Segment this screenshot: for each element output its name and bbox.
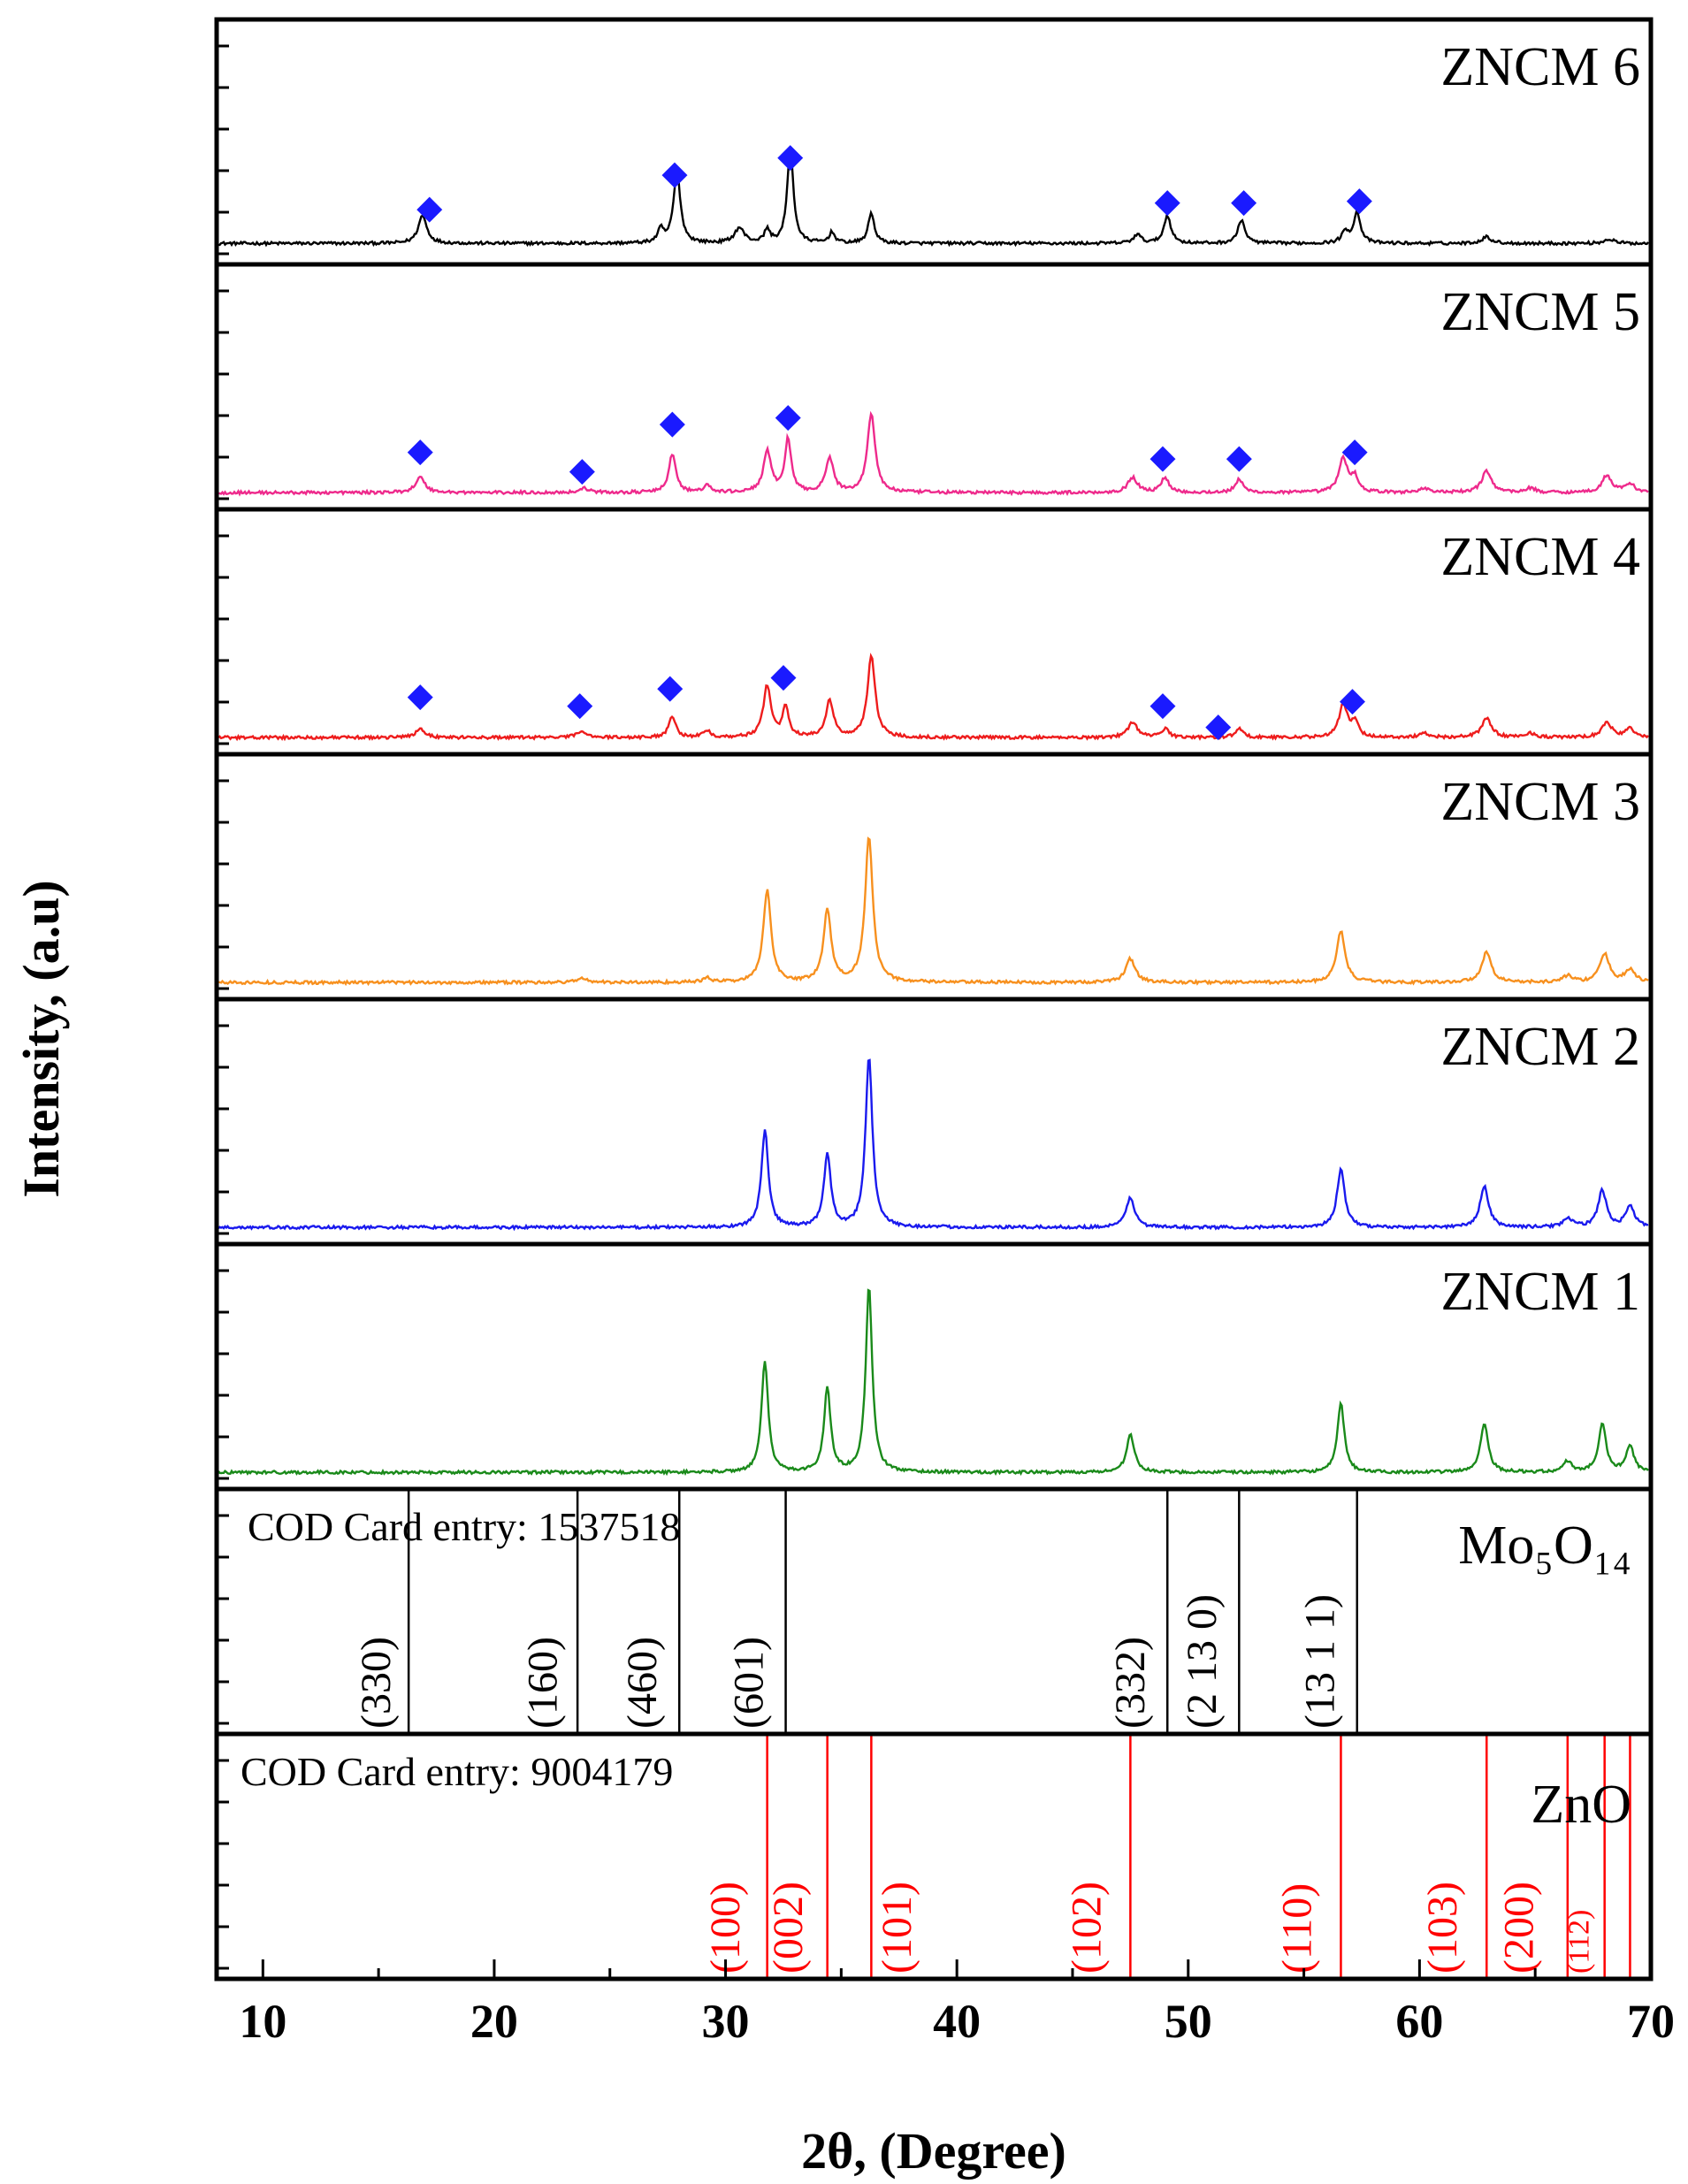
peak-marker: ◆: [416, 189, 443, 226]
hkl-label: (102): [1063, 1882, 1110, 1974]
series-label: ZNCM 2: [1440, 1017, 1640, 1077]
panel-zncm-1: ZNCM 1: [217, 1262, 1649, 1480]
panel-zncm-3: ZNCM 3: [217, 772, 1649, 990]
x-axis: 10 20 30 40 50 60 70: [239, 1959, 1675, 2048]
phase-label: ZnO: [1531, 1775, 1631, 1835]
reference-panel-zno: COD Card entry: 9004179 ZnO (100) (002) (101…: [217, 1734, 1631, 1979]
y-axis-label: Intensity, (a.u): [12, 880, 70, 1197]
peak-marker: ◆: [1155, 183, 1181, 220]
peak-marker: ◆: [567, 685, 593, 722]
panels: ◆ ◆ ◆ ◆ ◆ ◆ ZNCM 6 ◆ ◆ ◆ ◆ ◆ ◆ ◆ ZNCM 5 ◆ ◆ ◆ ◆ ◆ ◆ ◆ ZNCM 4 ZN…: [217, 37, 1649, 1979]
x-tick-label: 60: [1395, 1995, 1443, 2048]
series-line: [218, 836, 1649, 987]
peak-marker: ◆: [775, 398, 802, 435]
series-line: [218, 1058, 1649, 1232]
x-axis-label: 2θ, (Degree): [801, 2122, 1066, 2180]
peak-marker: ◆: [1205, 707, 1232, 745]
peak-marker: ◆: [777, 138, 804, 175]
peak-marker: ◆: [661, 155, 688, 192]
x-tick-label: 20: [470, 1995, 518, 2048]
peak-marker: ◆: [1340, 681, 1366, 718]
peak-marker: ◆: [408, 432, 434, 470]
peak-marker: ◆: [1226, 439, 1253, 476]
peak-marker: ◆: [770, 658, 797, 695]
hkl-label: (2 13 0): [1179, 1594, 1226, 1729]
phase-label: Mo₅O₁₄: [1458, 1516, 1631, 1576]
peak-marker: ◆: [657, 668, 684, 706]
hkl-label: (330): [353, 1637, 400, 1729]
x-tick-label: 40: [933, 1995, 981, 2048]
hkl-label: (103): [1419, 1882, 1466, 1974]
card-entry-label: COD Card entry: 9004179: [241, 1749, 673, 1794]
peak-marker: ◆: [1231, 183, 1257, 220]
panel-zncm-6: ◆ ◆ ◆ ◆ ◆ ◆ ZNCM 6: [217, 37, 1649, 256]
hkl-label: (332): [1107, 1637, 1154, 1729]
hkl-label: (002): [765, 1882, 812, 1974]
peak-marker: ◆: [1347, 180, 1373, 218]
series-line: [218, 410, 1649, 497]
series-label: ZNCM 6: [1440, 37, 1640, 97]
x-tick-label: 70: [1627, 1995, 1675, 2048]
panel-zncm-2: ZNCM 2: [217, 1017, 1649, 1235]
peak-marker: ◆: [1150, 685, 1176, 722]
peak-marker: ◆: [1150, 439, 1176, 476]
series-line: [218, 149, 1649, 248]
series-label: ZNCM 1: [1440, 1262, 1640, 1322]
reference-panel-mo5o14: COD Card entry: 1537518 Mo₅O₁₄ (330) (160) (…: [217, 1489, 1631, 1734]
hkl-label: (160): [520, 1637, 567, 1729]
series-label: ZNCM 4: [1440, 527, 1640, 587]
hkl-label: (101): [874, 1882, 920, 1974]
peak-marker: ◆: [1342, 432, 1369, 470]
x-tick-label: 30: [702, 1995, 750, 2048]
hkl-label: (100): [702, 1882, 749, 1974]
panel-zncm-4: ◆ ◆ ◆ ◆ ◆ ◆ ◆ ZNCM 4: [217, 527, 1649, 745]
series-line: [218, 1288, 1649, 1477]
peak-marker: ◆: [569, 451, 596, 488]
frame: [214, 17, 1654, 1982]
hkl-label: (110): [1273, 1883, 1320, 1974]
series-line: [218, 653, 1649, 742]
x-tick-label: 10: [239, 1995, 286, 2048]
hkl-label: (112): [1562, 1910, 1595, 1974]
hkl-label: (601): [725, 1637, 772, 1729]
hkl-label: (13 1 1): [1297, 1594, 1344, 1729]
series-label: ZNCM 5: [1440, 282, 1640, 342]
peak-marker: ◆: [408, 677, 434, 714]
series-label: ZNCM 3: [1440, 772, 1640, 832]
hkl-label: (460): [619, 1637, 666, 1729]
peak-marker: ◆: [660, 404, 686, 441]
card-entry-label: COD Card entry: 1537518: [248, 1504, 680, 1549]
hkl-label: (200): [1496, 1882, 1543, 1974]
panel-zncm-5: ◆ ◆ ◆ ◆ ◆ ◆ ◆ ZNCM 5: [217, 282, 1649, 500]
x-tick-label: 50: [1165, 1995, 1212, 2048]
